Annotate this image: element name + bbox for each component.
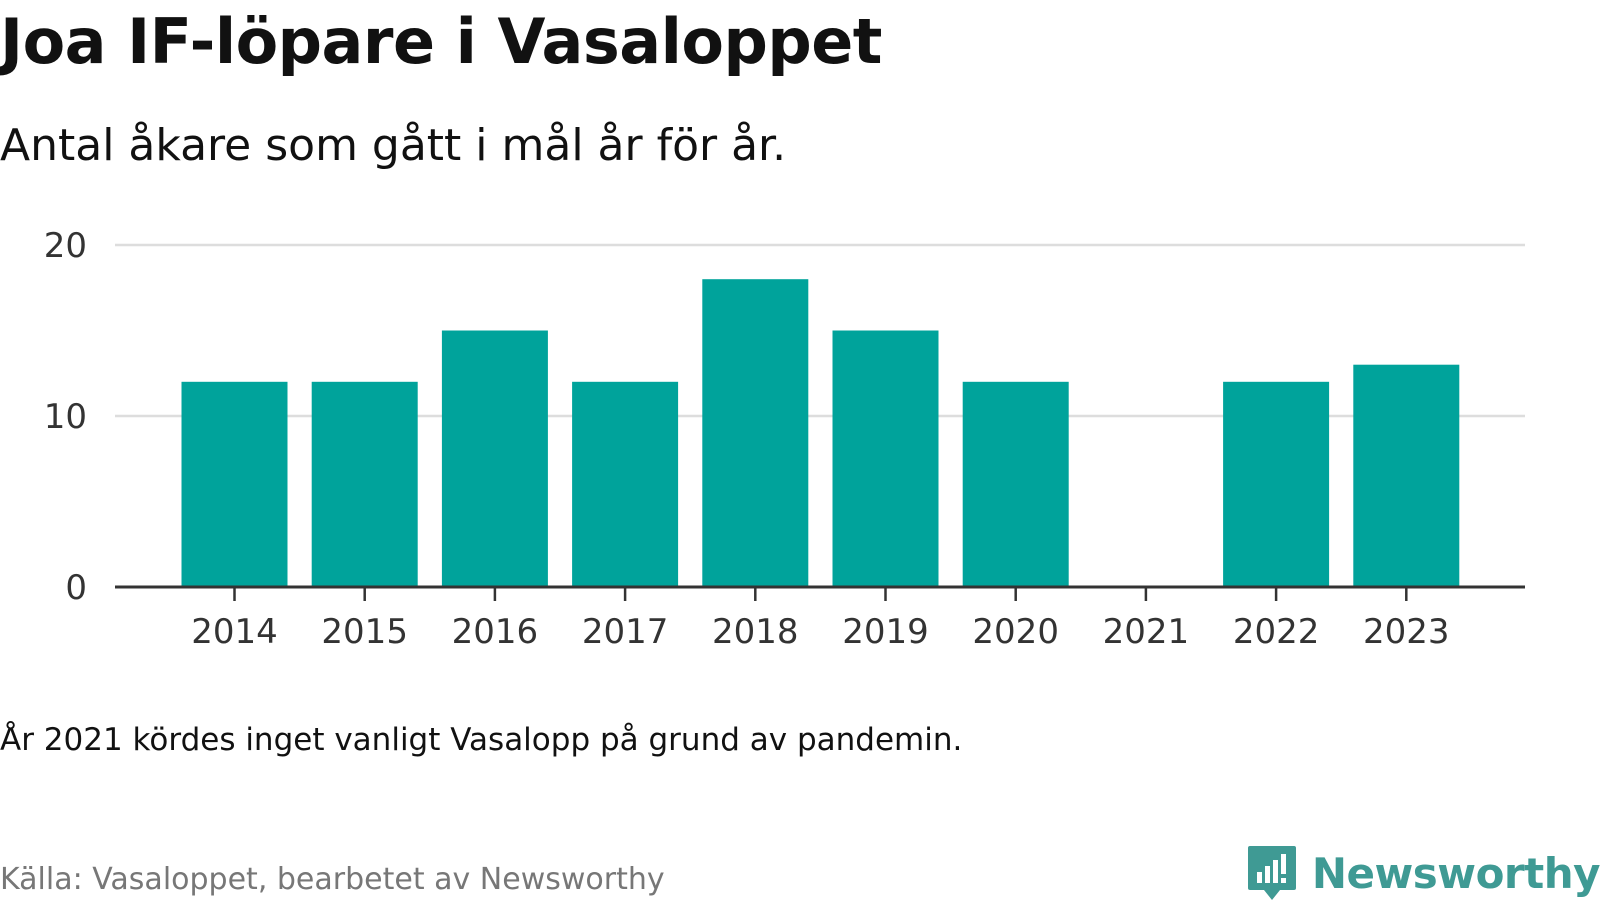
y-tick-label-20: 20 xyxy=(44,226,87,266)
x-tick-label-2022: 2022 xyxy=(1233,612,1320,652)
bar-2020 xyxy=(962,381,1069,587)
bar-2017 xyxy=(572,381,679,587)
x-tick-label-2017: 2017 xyxy=(582,612,669,652)
bar-2018 xyxy=(702,279,809,587)
axes: 0 10 20 2014 2015 2016 2017 2018 2019 2020 2021 202… xyxy=(44,226,1525,652)
brand-name: Newsworthy xyxy=(1311,848,1600,898)
x-tick-label-2021: 2021 xyxy=(1103,612,1190,652)
brand-logo: Newsworthy xyxy=(1246,843,1600,903)
newsworthy-logo-icon xyxy=(1247,846,1296,900)
x-tick-label-2020: 2020 xyxy=(972,612,1059,652)
y-tick-label-10: 10 xyxy=(44,397,87,437)
bar-2014 xyxy=(181,381,288,587)
x-tick-label-2014: 2014 xyxy=(191,612,278,652)
chart-note: År 2021 kördes inget vanligt Vasalopp på… xyxy=(0,722,963,758)
x-tick-label-2019: 2019 xyxy=(842,612,929,652)
bar-2019 xyxy=(832,330,939,587)
y-tick-label-0: 0 xyxy=(65,568,87,608)
bar-chart: 0 10 20 2014 2015 2016 2017 2018 2019 2020 2021 202… xyxy=(44,226,1525,652)
x-tick-label-2016: 2016 xyxy=(452,612,539,652)
bar-2023 xyxy=(1353,364,1460,587)
bars xyxy=(181,279,1460,587)
x-tick-label-2015: 2015 xyxy=(321,612,408,652)
x-tick-label-2023: 2023 xyxy=(1363,612,1450,652)
bar-2022 xyxy=(1223,381,1330,587)
bar-2016 xyxy=(441,330,548,587)
chart-subtitle: Antal åkare som gått i mål år för år. xyxy=(0,120,787,171)
x-tick-label-2018: 2018 xyxy=(712,612,799,652)
bar-2015 xyxy=(311,381,418,587)
source-text: Källa: Vasaloppet, bearbetet av Newswort… xyxy=(0,862,665,897)
chart-title: Joa IF-löpare i Vasaloppet xyxy=(0,5,882,78)
